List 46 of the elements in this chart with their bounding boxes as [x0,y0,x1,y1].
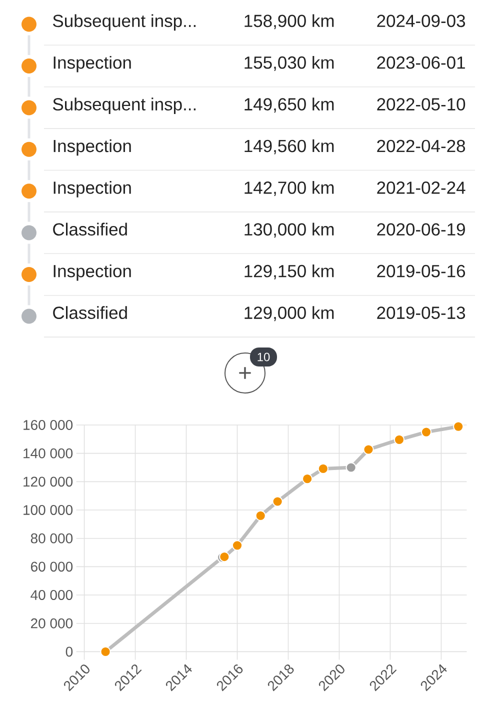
point [272,496,283,507]
point [100,646,111,657]
point [255,510,266,521]
point [346,462,356,473]
text: 2020-06-19 [377,223,465,236]
text: Inspection [54,56,131,72]
text: 2022-05-10 [377,98,466,111]
y-tick-label: 0 [66,646,73,657]
text: 2019-05-16 [377,264,466,278]
y-tick-label: 100 000 [24,505,73,515]
text: Subsequent insp... [53,98,196,114]
text: 142,700 km [244,181,334,196]
text: 2023-06-01 [377,56,465,69]
y-tick-label: 60 000 [30,562,73,572]
point [318,463,328,474]
text: Inspection [54,139,131,156]
text: 2019-05-13 [377,306,466,320]
text: 149,560 km [244,139,334,154]
point [420,426,432,438]
text: 149,650 km [244,98,334,113]
y-tick-label: 140 000 [24,448,73,458]
text: 155,030 km [244,56,334,71]
y-tick-label: 40 000 [30,590,73,600]
text: Inspection [54,181,131,198]
text: Classified [53,306,127,320]
point [394,434,405,445]
text: 158,900 km [244,14,334,30]
text: Inspection [54,264,131,281]
y-tick-label: 160 000 [24,420,73,430]
point [232,540,243,551]
text: 10 [258,352,270,362]
text: 130,000 km [244,222,334,238]
text: 2024-09-03 [377,14,466,28]
text: Subsequent insp... [53,14,196,31]
point [453,421,464,432]
point [302,474,313,484]
text: 129,000 km [244,306,334,322]
y-tick-label: 120 000 [24,476,73,487]
text: Classified [53,222,127,236]
y-tick-label: 20 000 [30,618,73,628]
text: 2021-02-24 [377,182,466,194]
text: 2022-04-28 [377,140,466,152]
text: + [239,367,251,379]
point [363,444,374,455]
text: 129,150 km [244,264,334,280]
y-tick-label: 80 000 [30,533,73,544]
